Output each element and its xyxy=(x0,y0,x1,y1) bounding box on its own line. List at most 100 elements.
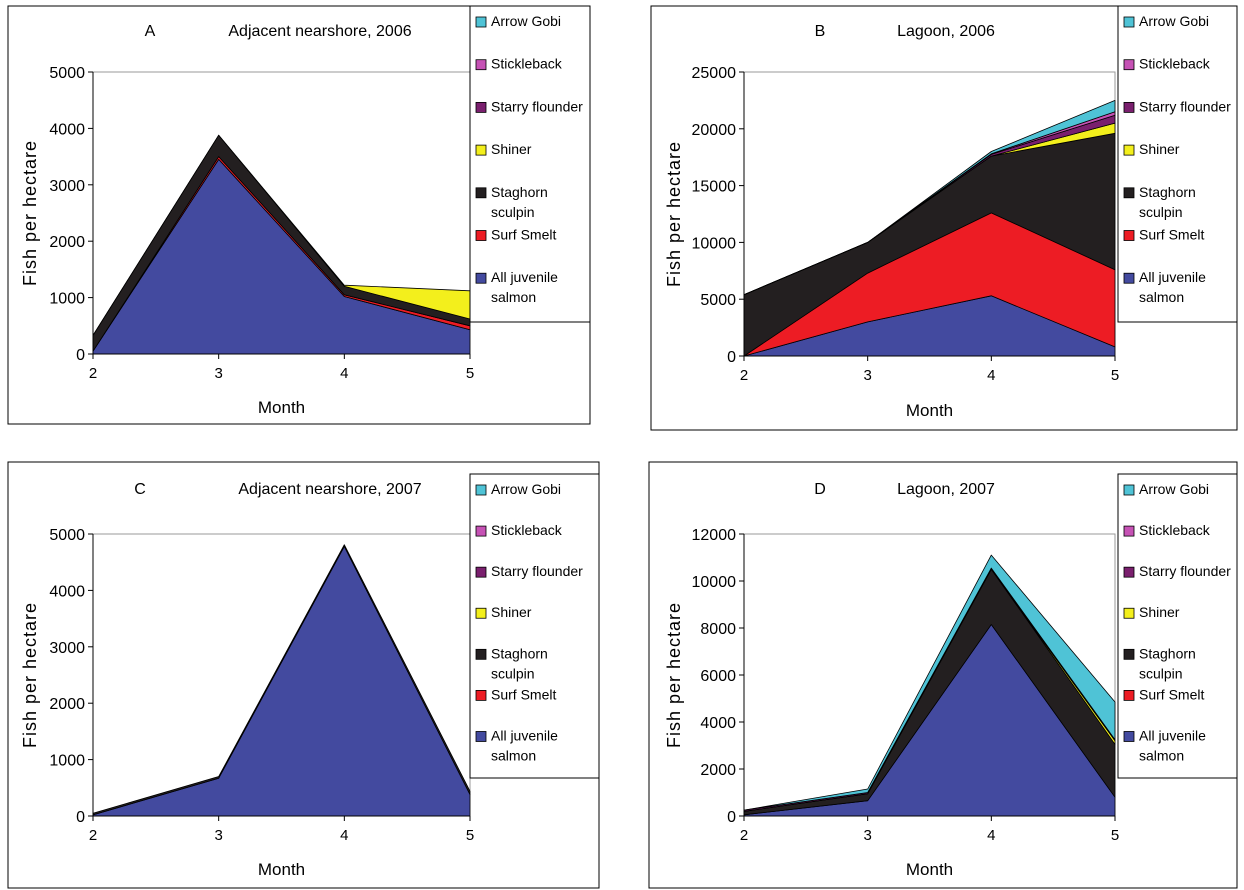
legend-label: Shiner xyxy=(491,141,532,157)
y-tick-label: 5000 xyxy=(700,292,736,309)
legend-swatch xyxy=(1123,187,1135,199)
y-axis-label: Fish per hectare xyxy=(664,602,684,748)
legend-label: Starry flounder xyxy=(491,563,583,579)
x-tick-label: 2 xyxy=(740,827,748,844)
legend-label: Starry flounder xyxy=(491,98,583,114)
y-tick-label: 10000 xyxy=(692,235,737,252)
x-tick-label: 4 xyxy=(987,827,995,844)
y-tick-label: 5000 xyxy=(49,65,85,82)
legend-label: Arrow Gobi xyxy=(491,13,561,29)
x-axis-label: Month xyxy=(906,401,953,420)
legend-label: sculpin xyxy=(1139,204,1183,220)
x-tick-label: 3 xyxy=(214,365,222,382)
x-tick-label: 4 xyxy=(987,367,995,384)
legend-label: All juvenile xyxy=(491,269,558,285)
x-tick-label: 2 xyxy=(740,367,748,384)
legend-label: Arrow Gobi xyxy=(1139,13,1209,29)
chart-title: Adjacent nearshore, 2006 xyxy=(228,23,411,40)
y-tick-label: 1000 xyxy=(49,291,85,308)
legend-label: Surf Smelt xyxy=(491,686,556,702)
area-arrow-gobi xyxy=(743,100,1116,296)
legend-label: Arrow Gobi xyxy=(1139,481,1209,497)
y-tick-label: 8000 xyxy=(700,621,736,638)
legend-box xyxy=(469,473,600,779)
legend-swatch xyxy=(1123,648,1135,660)
y-tick-label: 3000 xyxy=(49,640,85,657)
panel-letter: B xyxy=(815,23,826,40)
x-tick-label: 3 xyxy=(863,367,871,384)
legend-swatch xyxy=(475,230,487,241)
legend-swatch xyxy=(475,272,487,284)
legend-label: Surf Smelt xyxy=(1139,686,1204,702)
legend-swatch xyxy=(475,187,487,199)
legend-label: All juvenile xyxy=(1139,269,1206,285)
legend-label: sculpin xyxy=(1139,665,1183,681)
y-tick-label: 25000 xyxy=(692,65,737,82)
x-tick-label: 4 xyxy=(340,827,348,844)
y-tick-label: 5000 xyxy=(49,527,85,544)
legend-label: salmon xyxy=(1139,289,1184,305)
y-tick-label: 2000 xyxy=(49,696,85,713)
chart-panel-b: 0 5000 10000 15000 20000 25000 2 3 4 5 B Lagoon, 20… xyxy=(650,5,1238,431)
x-tick-label: 5 xyxy=(466,365,474,382)
legend-swatch xyxy=(1123,59,1135,71)
legend: Arrow Gobi Stickleback Starry flounder Shin… xyxy=(469,5,591,323)
panel-letter: D xyxy=(814,481,826,498)
legend-swatch xyxy=(1123,272,1135,284)
y-tick-label: 0 xyxy=(76,809,85,826)
legend-box xyxy=(1117,473,1238,779)
chart-title: Adjacent nearshore, 2007 xyxy=(238,481,421,498)
legend-label: salmon xyxy=(491,747,536,763)
chart-panel-c: 0 1000 2000 3000 4000 5000 2 3 4 5 C Adjacent nears… xyxy=(7,461,600,889)
x-tick-label: 2 xyxy=(89,365,97,382)
legend: Arrow Gobi Stickleback Starry flounder Shin… xyxy=(1117,473,1238,779)
legend-swatch xyxy=(1123,566,1135,578)
x-axis-label: Month xyxy=(258,860,305,879)
y-tick-label: 0 xyxy=(727,809,736,826)
legend-label: sculpin xyxy=(491,665,535,681)
x-tick-label: 5 xyxy=(1111,367,1119,384)
y-tick-label: 4000 xyxy=(49,121,85,138)
legend-label: Surf Smelt xyxy=(491,227,556,243)
legend-label: salmon xyxy=(1139,747,1184,763)
y-tick-label: 20000 xyxy=(692,122,737,139)
legend-label: sculpin xyxy=(491,204,535,220)
y-tick-label: 4000 xyxy=(700,715,736,732)
legend-label: Starry flounder xyxy=(1139,98,1231,114)
legend-box xyxy=(1117,5,1238,323)
area-arrow-gobi xyxy=(743,554,1116,811)
legend-label: Staghorn xyxy=(491,184,548,200)
x-axis-label: Month xyxy=(258,398,305,417)
legend-swatch xyxy=(475,484,487,496)
legend-swatch xyxy=(475,144,487,156)
legend-label: Staghorn xyxy=(491,645,548,661)
legend-label: Starry flounder xyxy=(1139,563,1231,579)
x-tick-label: 2 xyxy=(89,827,97,844)
legend-swatch xyxy=(1123,731,1135,742)
panel-letter: C xyxy=(134,481,146,498)
legend-label: All juvenile xyxy=(1139,727,1206,743)
legend-label: salmon xyxy=(491,289,536,305)
legend-label: Staghorn xyxy=(1139,645,1196,661)
legend-label: Arrow Gobi xyxy=(491,481,561,497)
legend-swatch xyxy=(475,525,487,537)
legend-swatch xyxy=(475,690,487,701)
x-tick-label: 4 xyxy=(340,365,348,382)
y-tick-label: 0 xyxy=(727,349,736,366)
legend-swatch xyxy=(1123,690,1135,701)
chart-title: Lagoon, 2007 xyxy=(897,481,995,498)
y-axis-label: Fish per hectare xyxy=(20,140,40,286)
legend-swatch xyxy=(1123,484,1135,496)
chart-panel-a: 0 1000 2000 3000 4000 5000 2 3 4 5 A Adjacent nears… xyxy=(7,5,591,425)
x-tick-label: 3 xyxy=(863,827,871,844)
legend-swatch xyxy=(475,102,487,113)
legend-swatch xyxy=(475,16,487,28)
y-tick-label: 0 xyxy=(76,347,85,364)
y-tick-label: 2000 xyxy=(700,762,736,779)
legend-swatch xyxy=(1123,144,1135,156)
legend-swatch xyxy=(1123,607,1135,619)
legend-label: All juvenile xyxy=(491,727,558,743)
legend-label: Staghorn xyxy=(1139,184,1196,200)
y-tick-label: 3000 xyxy=(49,178,85,195)
